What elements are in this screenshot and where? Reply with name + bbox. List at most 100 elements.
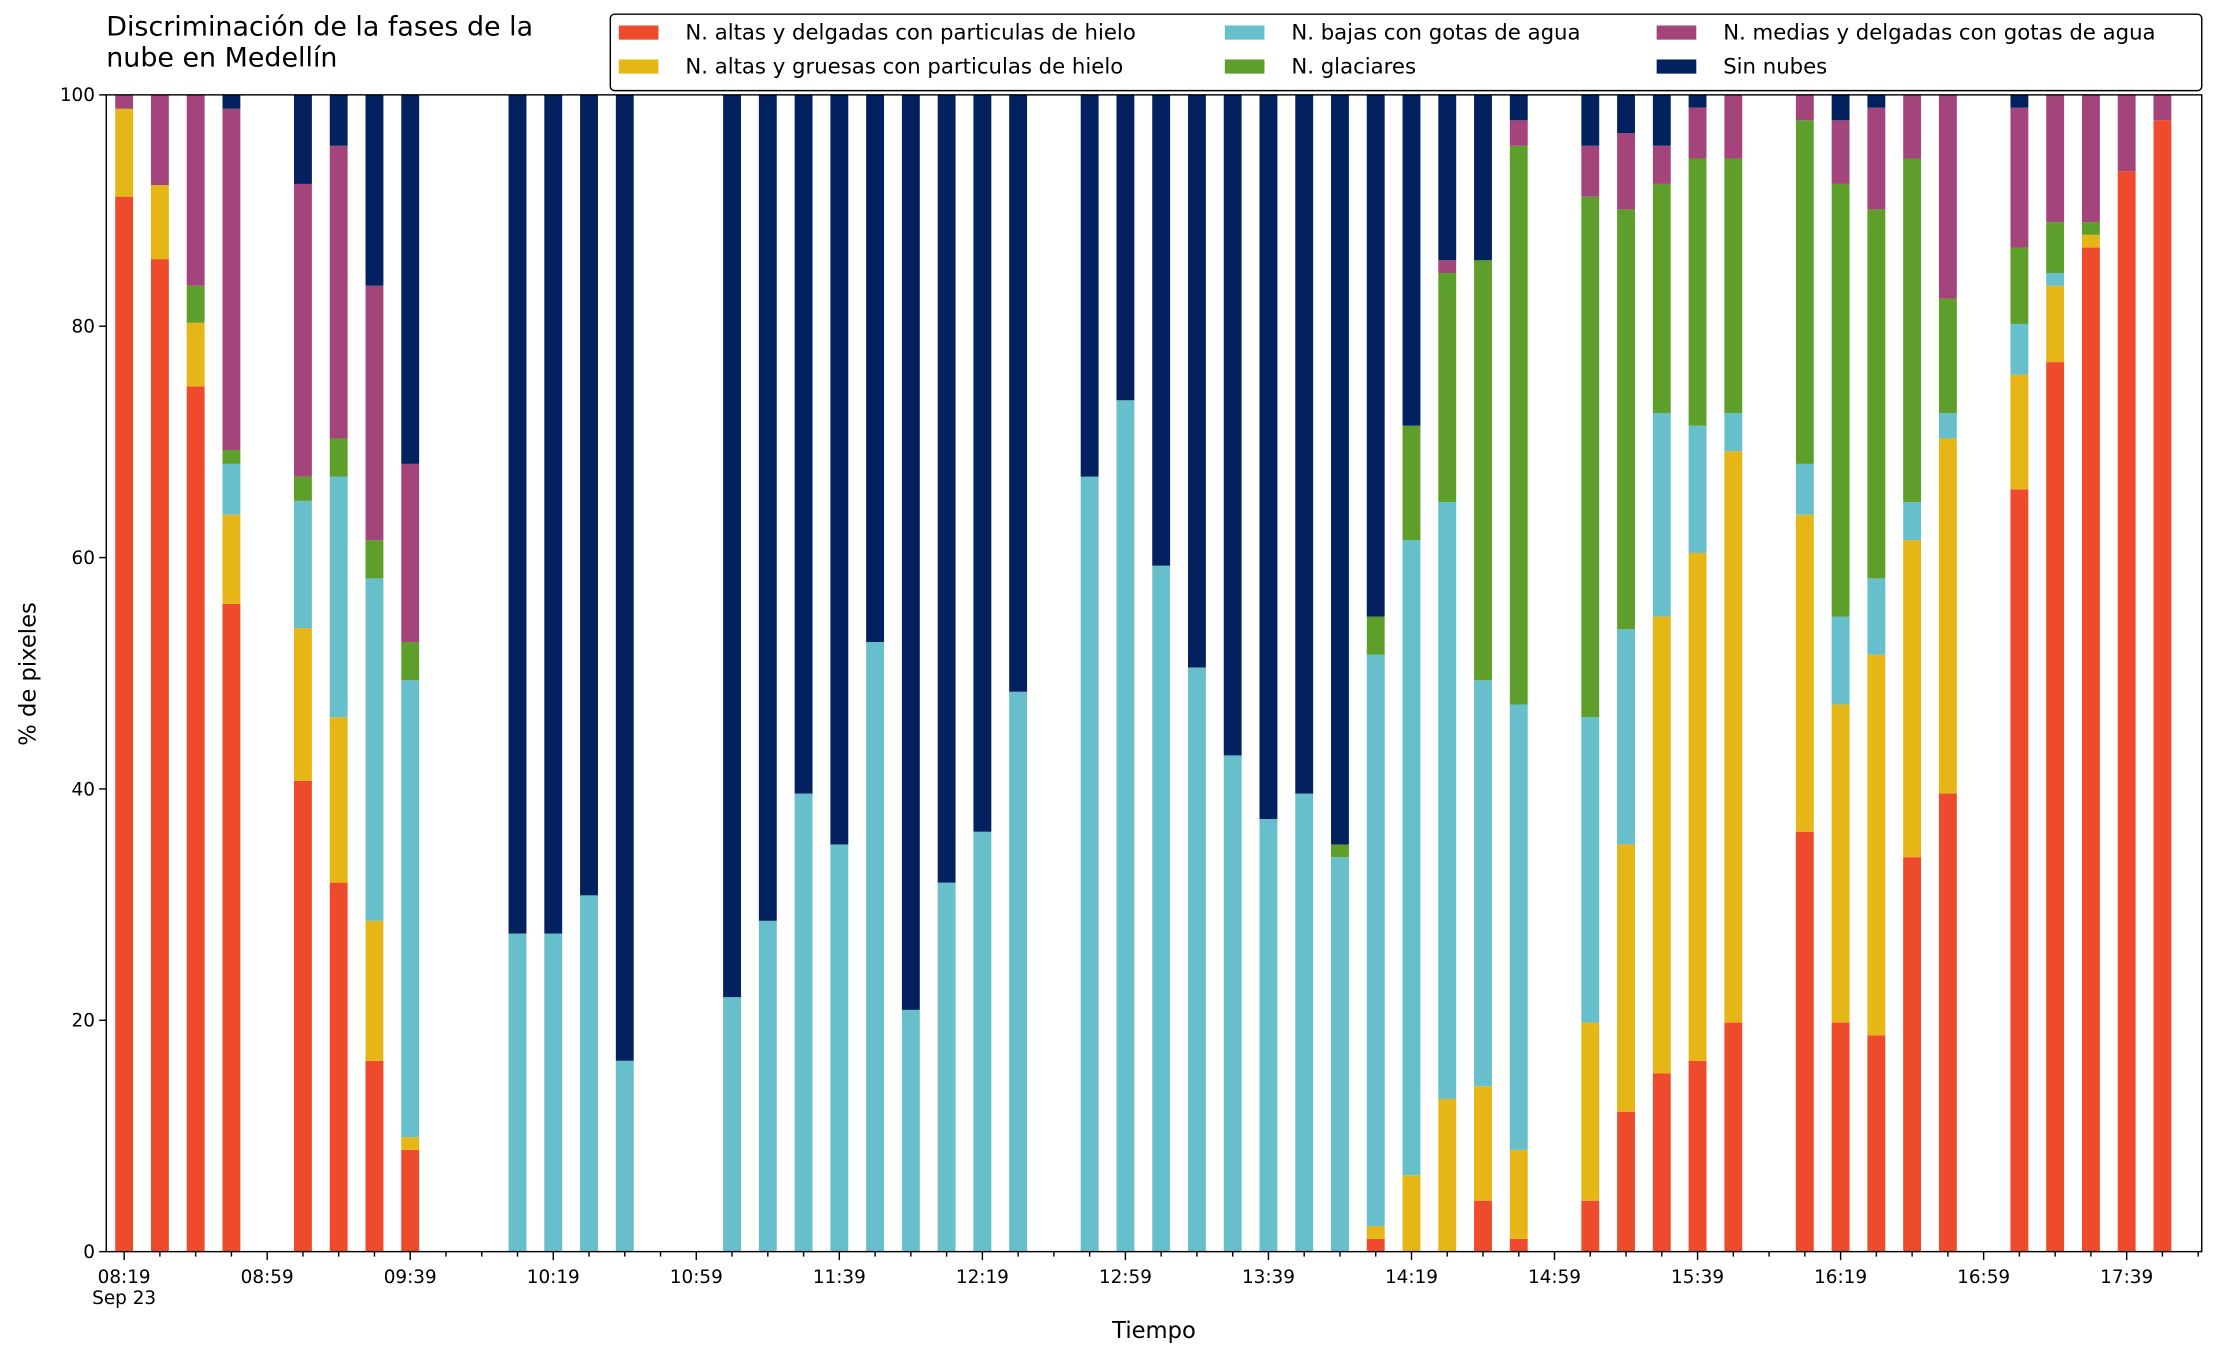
bar-segment: [150, 259, 169, 1252]
bar-segment: [1295, 94, 1314, 794]
bar-segment: [2153, 94, 2172, 121]
bar-segment: [1009, 691, 1028, 1252]
bar-segment: [294, 183, 312, 477]
bar-segment: [1581, 1200, 1600, 1252]
bar-segment: [1474, 680, 1492, 1087]
bar-segment: [329, 94, 348, 146]
bar-segment: [1474, 1200, 1492, 1252]
bar-segment: [365, 94, 384, 286]
bar-segment: [1366, 654, 1385, 1227]
bar-segment: [1903, 857, 1922, 1252]
bar-segment: [1259, 819, 1278, 1252]
bar-segment: [115, 94, 134, 109]
bar-segment: [150, 94, 169, 186]
bar-segment: [1402, 425, 1421, 541]
bar-segment: [329, 438, 348, 477]
bar-segment: [222, 463, 241, 515]
legend-box: [609, 13, 2203, 92]
bar-segment: [580, 94, 598, 896]
bar-segment: [1223, 94, 1242, 756]
bar-segment: [1509, 1238, 1528, 1252]
bar-segment: [2046, 222, 2065, 274]
bar-segment: [1366, 94, 1385, 617]
bar-segment: [2153, 120, 2172, 1252]
bar-segment: [1652, 1073, 1671, 1252]
bar-segment: [1474, 94, 1492, 261]
bar-segment: [1652, 412, 1671, 617]
bar-segment: [1509, 145, 1528, 705]
bar-segment: [1152, 94, 1171, 566]
bar-segment: [794, 793, 813, 1252]
legend-label: N. altas y delgadas con particulas de hi…: [685, 21, 1135, 46]
bar-segment: [1581, 145, 1600, 197]
bar-segment: [1581, 717, 1600, 1023]
bar-segment: [1366, 1238, 1385, 1252]
bar-segment: [2081, 234, 2100, 248]
bar-segment: [115, 196, 134, 1252]
x-tick-label: 14:59: [1528, 1267, 1581, 1288]
chart-title: Discriminación de la fases de la nube en …: [106, 12, 533, 74]
bar-segment: [1867, 94, 1886, 108]
legend-label: N. medias y delgadas con gotas de agua: [1723, 21, 2155, 46]
x-tick-label: 08:59: [241, 1267, 294, 1288]
bar-segment: [1938, 298, 1957, 413]
bar-segment: [1688, 94, 1707, 108]
bar-segment: [2010, 94, 2029, 108]
bar-segment: [1938, 94, 1957, 299]
bar-segment: [2010, 107, 2029, 248]
bar-segment: [1402, 540, 1421, 1176]
bar-segment: [294, 94, 312, 184]
bar-segment: [1438, 273, 1457, 503]
y-tick-label: 80: [72, 317, 95, 338]
bar-segment: [1617, 94, 1635, 134]
bar-segment: [794, 94, 813, 794]
bar-segment: [1795, 463, 1814, 515]
x-tick-label: 09:39: [384, 1267, 437, 1288]
bar-segment: [1438, 94, 1457, 261]
x-axis-label: Tiempo: [1111, 1318, 1196, 1344]
bar-segment: [2117, 94, 2136, 172]
bar-segment: [329, 882, 348, 1252]
bar-segment: [1688, 107, 1707, 159]
legend-swatch: [1224, 25, 1265, 40]
x-tick-label: 15:39: [1671, 1267, 1724, 1288]
legend-swatch: [1224, 59, 1265, 74]
bar-segment: [580, 895, 598, 1252]
bar-segment: [1366, 1226, 1385, 1239]
bar-segment: [1509, 1149, 1528, 1239]
bar-segment: [758, 920, 777, 1252]
bar-segment: [1867, 654, 1886, 1036]
bar-segment: [294, 500, 312, 629]
bar-segment: [1509, 704, 1528, 1150]
bar-segment: [222, 603, 241, 1252]
bar-segment: [1617, 209, 1635, 630]
bar-segment: [1938, 793, 1957, 1252]
bar-segment: [1581, 1022, 1600, 1201]
x-tick-label: 12:59: [1099, 1267, 1152, 1288]
bar-segment: [1009, 94, 1028, 692]
legend-swatch: [618, 25, 659, 40]
bar-segment: [758, 94, 777, 921]
bar-segment: [866, 642, 885, 1252]
x-tick-label: 16:19: [1814, 1267, 1867, 1288]
bar-segment: [222, 108, 241, 450]
y-tick-label: 20: [72, 1011, 95, 1032]
bar-segment: [2081, 247, 2100, 1252]
bar-segment: [1438, 502, 1457, 1099]
bar-segment: [365, 578, 384, 921]
bar-segment: [294, 628, 312, 781]
bar-segment: [544, 933, 563, 1252]
y-axis-label: % de pixeles: [15, 602, 41, 746]
x-tick-label: 16:59: [1957, 1267, 2010, 1288]
bar-segment: [2010, 374, 2029, 490]
bar-segment: [1938, 412, 1957, 439]
bar-segment: [1652, 145, 1671, 184]
bar-segment: [365, 285, 384, 541]
bar-segment: [1474, 1086, 1492, 1201]
bar-segment: [937, 882, 956, 1252]
bar-segment: [222, 449, 241, 464]
bar-segment: [1724, 158, 1743, 413]
bar-segment: [1402, 94, 1421, 426]
bar-segment: [1331, 844, 1349, 858]
